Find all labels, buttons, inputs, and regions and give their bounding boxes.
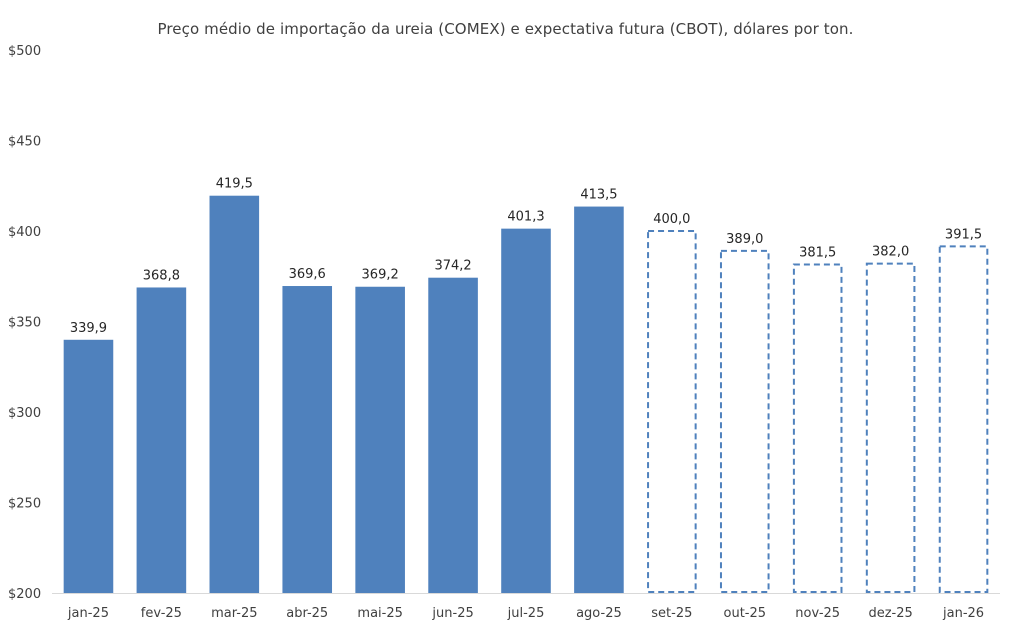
data-label-jun-25: 374,2 <box>434 259 471 274</box>
x-tick-label-jul-25: jul-25 <box>507 606 545 621</box>
y-axis: $200 $250 $300 $350 $400 $450 $500 <box>8 44 41 602</box>
x-axis: jan-25 fev-25 mar-25 abr-25 mai-25 jun-25 jul-… <box>67 606 984 621</box>
bar-jul-25 <box>501 228 551 593</box>
data-label-set-25: 400,0 <box>653 212 690 227</box>
x-tick-label-nov-25: nov-25 <box>795 606 840 621</box>
bar-jan-25 <box>63 339 114 593</box>
y-tick-label: $450 <box>8 135 41 150</box>
data-label-ago-25: 413,5 <box>580 188 617 203</box>
y-tick-label: $200 <box>8 587 41 602</box>
bar-mar-25 <box>209 195 260 593</box>
bar-mai-25 <box>355 286 405 593</box>
y-tick-label: $400 <box>8 225 41 240</box>
x-tick-label-ago-25: ago-25 <box>576 606 622 621</box>
data-label-jan-25: 339,9 <box>70 321 107 336</box>
x-tick-label-fev-25: fev-25 <box>141 606 182 621</box>
data-label-out-25: 389,0 <box>726 232 763 247</box>
data-label-jul-25: 401,3 <box>507 210 544 225</box>
data-label-mai-25: 369,2 <box>362 268 399 283</box>
bar-ago-25 <box>574 206 624 593</box>
data-label-jan-26: 391,5 <box>945 227 982 242</box>
forecast-bar-jan-26 <box>938 245 989 593</box>
y-tick-label: $350 <box>8 316 41 331</box>
x-tick-label-jan-26: jan-26 <box>942 606 984 621</box>
y-tick-label: $500 <box>8 44 41 59</box>
x-tick-label-set-25: set-25 <box>651 606 692 621</box>
forecast-bar-dez-25 <box>865 262 916 593</box>
bars-group <box>63 195 989 593</box>
x-tick-label-abr-25: abr-25 <box>286 606 328 621</box>
forecast-bar-out-25 <box>719 249 770 593</box>
bar-abr-25 <box>282 286 333 593</box>
y-tick-label: $250 <box>8 497 41 512</box>
bar-jun-25 <box>428 277 478 593</box>
data-labels-group: 339,9 368,8 419,5 369,6 369,2 374,2 401,3 413,5… <box>70 177 982 336</box>
chart-title: Preço médio de importação da ureia (COME… <box>157 20 854 38</box>
x-tick-label-mai-25: mai-25 <box>357 606 402 621</box>
data-label-mar-25: 419,5 <box>216 177 253 192</box>
y-tick-label: $300 <box>8 406 41 421</box>
x-tick-label-jun-25: jun-25 <box>431 606 473 621</box>
x-tick-label-jan-25: jan-25 <box>67 606 109 621</box>
data-label-abr-25: 369,6 <box>289 267 326 282</box>
x-tick-label-mar-25: mar-25 <box>211 606 257 621</box>
bar-fev-25 <box>136 287 187 593</box>
data-label-nov-25: 381,5 <box>799 245 836 260</box>
x-tick-label-out-25: out-25 <box>724 606 767 621</box>
data-label-fev-25: 368,8 <box>143 268 180 283</box>
forecast-bar-nov-25 <box>792 263 843 593</box>
data-label-dez-25: 382,0 <box>872 245 909 260</box>
forecast-bar-set-25 <box>647 230 697 593</box>
x-tick-label-dez-25: dez-25 <box>868 606 912 621</box>
